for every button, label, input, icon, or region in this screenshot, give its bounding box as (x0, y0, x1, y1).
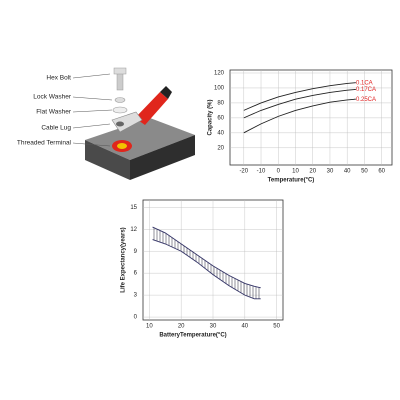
part-label: Hex Bolt (46, 75, 71, 82)
part-label: Threaded Terminal (17, 140, 72, 147)
cable-lug (111, 111, 143, 133)
part-label: Flat Washer (36, 109, 72, 116)
x-axis-label: Temperature(°C) (268, 178, 315, 184)
x-tick-label: 0 (277, 169, 281, 175)
plot-frame (229, 69, 393, 166)
part-label: Cable Lug (41, 125, 71, 132)
x-tick-label: 30 (327, 169, 334, 175)
x-tick-label: 30 (210, 324, 217, 330)
y-tick-label: 15 (130, 205, 137, 211)
x-tick-label: 10 (146, 324, 153, 330)
y-tick-label: 120 (214, 71, 225, 77)
x-tick-label: 40 (241, 324, 248, 330)
y-tick-label: 80 (217, 100, 224, 106)
x-tick-label: 10 (292, 169, 299, 175)
terminal-block-side (85, 140, 130, 180)
x-tick-label: 20 (178, 324, 185, 330)
y-tick-label: 40 (217, 130, 224, 136)
x-axis-label: BatteryTemperature(°C) (159, 333, 226, 339)
band-edge (152, 226, 261, 289)
terminal-diagram: Hex Bolt Lock Washer Flat Washer Cable L… (17, 67, 195, 180)
legend-label: 0.25CA (356, 97, 376, 103)
x-tick-label: -20 (239, 169, 248, 175)
y-tick-label: 20 (217, 145, 224, 151)
x-tick-label: 40 (344, 169, 351, 175)
x-tick-label: 20 (309, 169, 316, 175)
x-tick-label: 60 (378, 169, 385, 175)
y-tick-label: 6 (134, 271, 138, 277)
terminal-block-top (85, 118, 195, 160)
series-line (243, 98, 356, 134)
series-line (243, 89, 356, 119)
series-line (243, 82, 356, 111)
cable (135, 92, 168, 125)
x-tick-label: 50 (361, 169, 368, 175)
band-edge (152, 239, 261, 300)
cable-end (160, 86, 172, 99)
y-tick-label: 0 (134, 315, 138, 321)
y-tick-label: 9 (134, 249, 138, 255)
legend-label: 0.1CA (356, 80, 373, 86)
x-tick-label: -10 (257, 169, 266, 175)
y-tick-label: 3 (134, 293, 138, 299)
y-tick-label: 100 (214, 86, 225, 92)
legend-label: 0.17CA (356, 87, 376, 93)
y-tick-label: 60 (217, 115, 224, 121)
cable-lug-hole (116, 121, 124, 127)
terminal-block-front (130, 135, 195, 180)
bolt-shaft (116, 71, 124, 91)
y-axis-label: Capacity (%) (208, 99, 214, 135)
part-label: Lock Washer (33, 94, 72, 101)
x-tick-label: 50 (273, 324, 280, 330)
lock-washer (114, 97, 126, 103)
flat-washer (112, 106, 128, 114)
band-area (152, 227, 261, 299)
leader-lines (72, 73, 113, 147)
y-tick-label: 12 (130, 227, 137, 233)
y-axis-label: Life Expectancy(years) (121, 227, 127, 292)
bolt-head (113, 67, 127, 75)
threaded-terminal-core (117, 143, 127, 149)
